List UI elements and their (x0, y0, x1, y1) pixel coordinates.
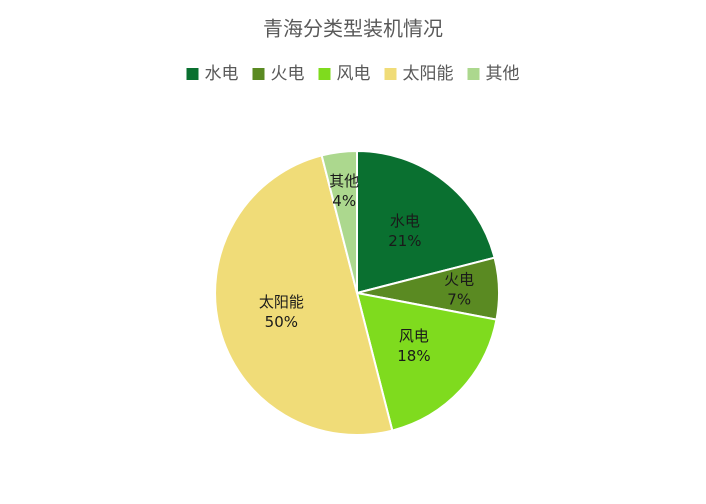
slice-label: 太阳能 (259, 293, 304, 311)
legend-text: 风电 (337, 64, 371, 84)
legend-text: 水电 (205, 64, 239, 84)
legend-text: 火电 (271, 64, 305, 84)
legend-swatch (384, 68, 397, 80)
pie-slice (214, 154, 394, 436)
pie-slice (320, 149, 358, 294)
slice-value: 21% (388, 232, 421, 250)
slice-value: 50% (265, 313, 298, 331)
legend-swatch (186, 68, 199, 80)
slice-value: 18% (397, 347, 430, 365)
legend-text: 其他 (486, 64, 520, 84)
slice-label: 风电 (399, 327, 429, 345)
legend-swatch (318, 68, 331, 80)
legend-swatch (467, 68, 480, 80)
slice-value: 4% (332, 192, 356, 210)
legend-swatch (252, 68, 265, 80)
slice-label: 其他 (329, 172, 359, 190)
slice-label: 水电 (390, 212, 420, 230)
pie-slice (355, 291, 498, 432)
slice-value: 7% (447, 290, 471, 308)
slice-label: 火电 (444, 270, 474, 288)
pie-slice (356, 149, 496, 295)
legend-text: 太阳能 (403, 64, 454, 84)
chart-title: 青海分类型装机情况 (263, 17, 443, 41)
